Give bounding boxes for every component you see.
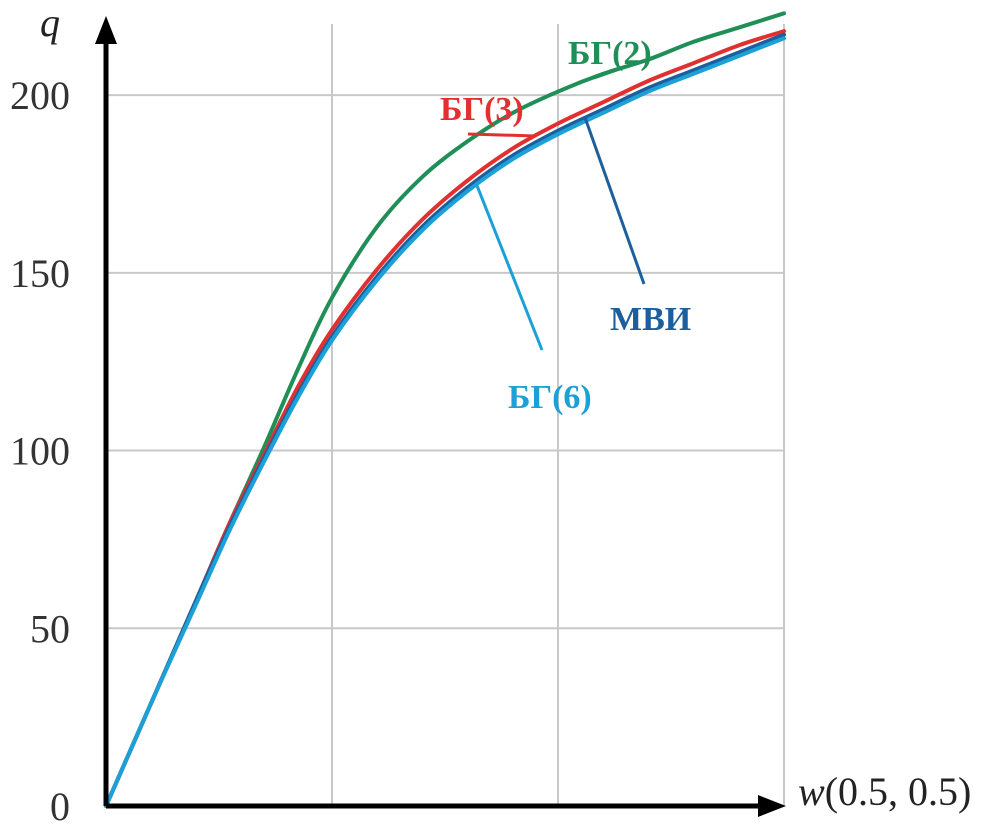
series-line xyxy=(104,11,786,808)
grid xyxy=(106,24,785,806)
y-tick-label: 50 xyxy=(30,606,70,651)
y-axis-label: q xyxy=(40,0,60,45)
series-line xyxy=(104,36,786,808)
series-lines xyxy=(104,11,786,808)
series-line xyxy=(104,32,786,808)
y-tick-label: 150 xyxy=(10,251,70,296)
series-annotation-label: МВИ xyxy=(610,301,691,338)
series-annotation-label: БГ(6) xyxy=(508,379,592,416)
series-annotation-label: БГ(2) xyxy=(568,35,652,72)
y-axis-arrowhead xyxy=(95,16,117,44)
annotation-leader-line xyxy=(467,132,536,138)
series-line xyxy=(104,29,786,808)
y-tick-label: 100 xyxy=(10,429,70,474)
annotation-leader-line xyxy=(583,117,646,285)
x-axis-label-variable: w xyxy=(798,769,825,814)
x-axis-label: w(0.5, 0.5) xyxy=(798,769,971,814)
annotation-leader-line xyxy=(593,65,627,80)
x-axis-arrowhead xyxy=(758,795,786,817)
x-axis-label-args: (0.5, 0.5) xyxy=(825,769,972,814)
y-tick-labels: 0 50 100 150 200 xyxy=(10,73,70,829)
series-annotations: БГ(2) БГ(3) МВИ БГ(6) xyxy=(440,35,691,416)
series-annotation-label: БГ(3) xyxy=(440,91,524,128)
axes xyxy=(95,16,786,817)
y-tick-label: 0 xyxy=(50,784,70,829)
annotation-leader-line xyxy=(475,184,544,351)
y-tick-label: 200 xyxy=(10,73,70,118)
